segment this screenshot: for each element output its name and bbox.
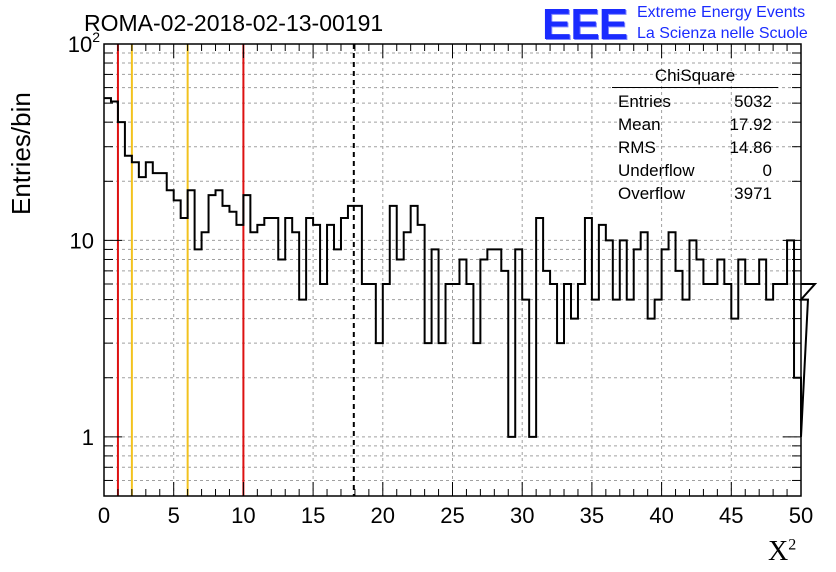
stats-label: Underflow (618, 161, 695, 180)
stats-label: Entries (618, 92, 671, 111)
x-tick-label: 0 (98, 503, 110, 528)
stats-row-underflow: Underflow 0 (612, 159, 778, 182)
grid-layer (104, 44, 801, 496)
stats-value: 5032 (734, 92, 772, 111)
x-tick-label: 40 (649, 503, 673, 528)
x-tick-label: 35 (580, 503, 604, 528)
reference-lines (116, 44, 355, 496)
axes (103, 43, 802, 497)
stats-value: 0 (762, 161, 772, 180)
x-tick-label: 25 (440, 503, 464, 528)
x-tick-label: 30 (510, 503, 534, 528)
stats-label: Overflow (618, 184, 686, 203)
stats-title: ChiSquare (612, 66, 778, 88)
x-tick-label: 5 (168, 503, 180, 528)
x-tick-label: 10 (231, 503, 255, 528)
histogram (104, 97, 818, 438)
stats-label: Mean (618, 115, 661, 134)
stats-box: ChiSquare Entries 5032 Mean 17.92 RMS 14… (612, 66, 778, 205)
stats-value: 17.92 (729, 115, 772, 134)
x-tick-label: 50 (789, 503, 813, 528)
eee-logo: EEE (542, 0, 628, 49)
tick-labels: 0 5 10 15 20 25 30 35 40 45 50 1 10 102 (68, 29, 814, 528)
x-tick-label: 15 (301, 503, 325, 528)
histogram-line (104, 97, 818, 438)
y-tick-label: 1 (82, 425, 94, 450)
stats-row-overflow: Overflow 3971 (612, 182, 778, 205)
stats-row-entries: Entries 5032 (612, 90, 778, 113)
stats-row-mean: Mean 17.92 (612, 113, 778, 136)
x-axis-label-base: X (768, 536, 789, 567)
x-tick-label: 45 (719, 503, 743, 528)
logo-tagline-1: Extreme Energy Events (637, 4, 806, 21)
y-tick-label: 102 (68, 29, 100, 57)
stats-label: RMS (618, 138, 656, 157)
chart-title: ROMA-02-2018-02-13-00191 (84, 10, 384, 36)
stats-value: 3971 (734, 184, 772, 203)
x-axis-label-exp: 2 (788, 536, 797, 554)
x-axis-label: X2 (768, 536, 796, 568)
stats-row-rms: RMS 14.86 (612, 136, 778, 159)
x-tick-label: 20 (371, 503, 395, 528)
y-tick-label: 10 (70, 228, 94, 253)
stats-value: 14.86 (729, 138, 772, 157)
logo-tagline-2: La Scienza nelle Scuole (637, 25, 808, 42)
y-axis-label: Entries/bin (6, 92, 36, 215)
